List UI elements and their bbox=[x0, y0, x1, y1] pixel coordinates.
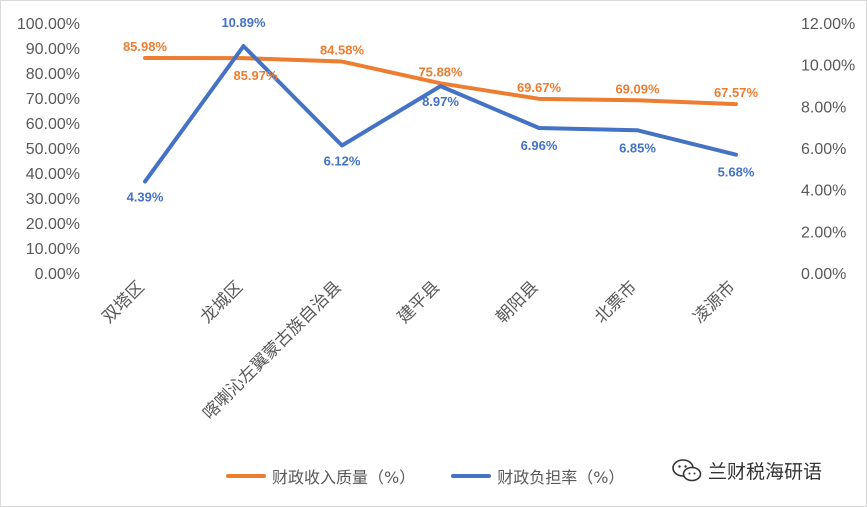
right-tick-label: 0.00% bbox=[801, 266, 846, 283]
data-label: 5.68% bbox=[718, 165, 755, 180]
left-tick-label: 80.00% bbox=[26, 66, 80, 83]
right-axis-ticks: 0.00% 2.00% 4.00% 6.00% 8.00% 10.00% 12.00% bbox=[801, 16, 855, 283]
data-label: 69.09% bbox=[615, 81, 660, 96]
legend-label-burden-rate: 财政负担率（%） bbox=[497, 468, 625, 487]
data-label: 69.67% bbox=[517, 80, 562, 95]
left-tick-label: 50.00% bbox=[26, 141, 80, 158]
right-tick-label: 4.00% bbox=[801, 183, 846, 200]
legend: 财政收入质量（%） 财政负担率（%） bbox=[226, 464, 624, 488]
data-label: 67.57% bbox=[714, 85, 759, 100]
right-tick-label: 10.00% bbox=[801, 58, 855, 75]
wechat-icon bbox=[672, 458, 702, 481]
left-tick-label: 0.00% bbox=[35, 266, 80, 283]
left-tick-label: 70.00% bbox=[26, 91, 80, 108]
watermark: 兰财税海研语 bbox=[672, 457, 822, 484]
category-label: 双塔区 bbox=[98, 277, 148, 327]
left-tick-label: 60.00% bbox=[26, 116, 80, 133]
data-label: 75.88% bbox=[418, 64, 463, 79]
category-label: 建平县 bbox=[394, 277, 444, 327]
left-tick-label: 90.00% bbox=[26, 41, 80, 58]
left-tick-label: 100.00% bbox=[17, 16, 80, 33]
category-label: 北票市 bbox=[591, 277, 641, 327]
right-tick-label: 2.00% bbox=[801, 224, 846, 241]
legend-label-income-quality: 财政收入质量（%） bbox=[272, 468, 416, 487]
data-labels: 85.98% 85.97% 84.58% 75.88% 69.67% 69.09% 67.5… bbox=[123, 15, 759, 204]
left-tick-label: 10.00% bbox=[26, 241, 80, 258]
data-label: 10.89% bbox=[221, 15, 266, 30]
right-tick-label: 12.00% bbox=[801, 16, 855, 33]
data-label: 8.97% bbox=[422, 94, 459, 109]
series-line-income-quality bbox=[143, 56, 738, 107]
legend-swatch-blue bbox=[451, 474, 492, 478]
category-label: 龙城区 bbox=[197, 277, 247, 327]
watermark-text: 兰财税海研语 bbox=[708, 461, 823, 483]
data-label: 6.12% bbox=[324, 154, 361, 169]
data-label: 6.96% bbox=[521, 138, 558, 153]
data-label: 85.98% bbox=[123, 39, 168, 54]
left-axis-ticks: 0.00% 10.00% 20.00% 30.00% 40.00% 50.00% 60.00… bbox=[17, 16, 80, 283]
right-tick-label: 6.00% bbox=[801, 141, 846, 158]
data-label: 4.39% bbox=[127, 190, 164, 205]
data-label: 6.85% bbox=[619, 140, 656, 155]
data-label: 85.97% bbox=[233, 68, 278, 83]
right-tick-label: 8.00% bbox=[801, 99, 846, 116]
series-lines bbox=[143, 44, 738, 184]
legend-swatch-orange bbox=[226, 474, 266, 478]
category-label: 朝阳县 bbox=[492, 277, 542, 327]
legend-item-burden-rate: 财政负担率（%） bbox=[451, 464, 624, 488]
left-tick-label: 40.00% bbox=[26, 166, 80, 183]
left-tick-label: 20.00% bbox=[26, 216, 80, 233]
series-line-burden-rate bbox=[143, 44, 738, 184]
legend-item-income-quality: 财政收入质量（%） bbox=[226, 464, 415, 488]
left-tick-label: 30.00% bbox=[26, 191, 80, 208]
category-label: 凌源市 bbox=[689, 277, 739, 327]
data-label: 84.58% bbox=[320, 43, 365, 58]
